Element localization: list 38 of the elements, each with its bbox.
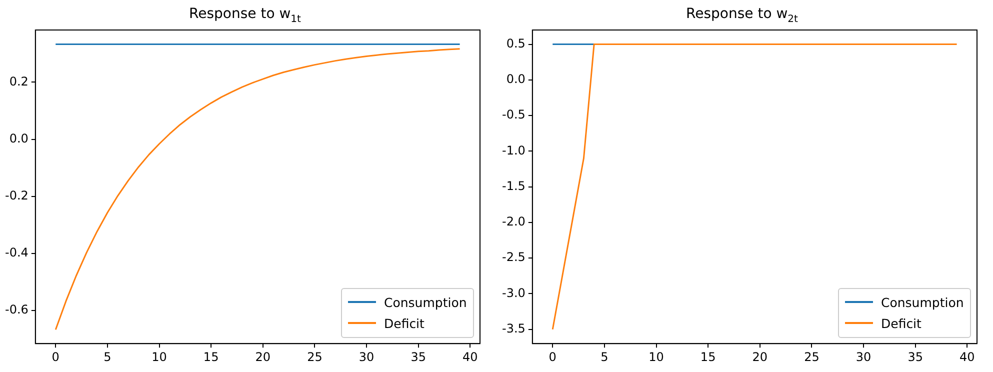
x-tick-label: 35 [410, 350, 426, 364]
y-tick-label: -0.5 [502, 108, 526, 122]
y-tick-label: -3.0 [502, 286, 526, 300]
x-tick-label: 30 [856, 350, 872, 364]
chart-title: Response to w$_{2t}$ [685, 6, 799, 25]
y-tick-label: -2.5 [502, 250, 526, 264]
x-tick-label: 5 [600, 350, 608, 364]
y-tick-label: 0.2 [9, 74, 28, 88]
x-tick-label: 40 [462, 350, 478, 364]
x-tick-label: 5 [104, 350, 112, 364]
y-tick-label: 0.5 [506, 36, 526, 50]
x-tick-label: 15 [203, 350, 219, 364]
x-tick-label: 0 [548, 350, 556, 364]
legend-label: Deficit [384, 316, 424, 331]
x-tick-label: 15 [700, 350, 716, 364]
legend-label: Consumption [384, 294, 467, 310]
x-tick-label: 25 [804, 350, 820, 364]
x-tick-label: 35 [908, 350, 923, 364]
y-tick-label: -2.0 [502, 214, 526, 229]
legend-label: Consumption [881, 294, 964, 310]
y-tick-label: 0.0 [506, 72, 526, 86]
legend-label: Deficit [881, 316, 922, 331]
x-tick-label: 30 [358, 350, 374, 364]
y-tick-label: -1.5 [502, 178, 526, 193]
y-tick-label: -0.4 [4, 246, 28, 260]
x-tick-label: 0 [52, 350, 60, 364]
x-tick-label: 10 [648, 350, 664, 364]
x-tick-label: 25 [307, 350, 322, 364]
x-tick-label: 40 [960, 350, 975, 364]
y-tick-label: -1.0 [502, 143, 526, 158]
y-tick-label: -0.2 [4, 188, 28, 202]
y-tick-label: -3.5 [502, 321, 526, 336]
chart-title: Response to w$_{1t}$ [188, 6, 302, 25]
y-tick-label: 0.0 [9, 131, 28, 146]
x-tick-label: 20 [255, 350, 271, 364]
x-tick-label: 10 [152, 350, 167, 364]
x-tick-label: 20 [752, 350, 768, 364]
y-tick-label: -0.6 [4, 302, 28, 317]
